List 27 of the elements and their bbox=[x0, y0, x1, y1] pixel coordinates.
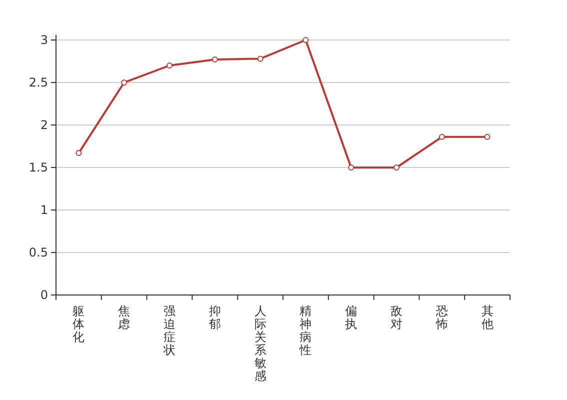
x-tick-label: 恐怖 bbox=[434, 304, 448, 331]
point bbox=[438, 134, 445, 140]
point bbox=[394, 164, 400, 170]
x-tick-label: 躯体化 bbox=[72, 304, 85, 344]
x-tick-label: 其他 bbox=[481, 304, 494, 331]
y-tick-label: 2.5 bbox=[28, 76, 48, 90]
x-tick-label: 精神病性 bbox=[298, 304, 312, 357]
x-tick-label: 偏执 bbox=[345, 304, 358, 331]
point bbox=[212, 56, 218, 63]
y-tick-label: 1.5 bbox=[28, 160, 48, 174]
y-tick-label: 1 bbox=[40, 203, 48, 217]
x-tick-label: 焦虑 bbox=[118, 304, 130, 331]
point bbox=[121, 80, 128, 86]
x-tick-label: 人际关系敏感 bbox=[254, 304, 266, 383]
x-tick-label: 抑郁 bbox=[208, 304, 221, 331]
point bbox=[302, 37, 309, 43]
y-tick-label: 2 bbox=[40, 118, 48, 132]
x-tick-label: 强迫症状 bbox=[162, 304, 176, 357]
x-tick-label: 敌对 bbox=[390, 304, 402, 331]
y-tick-label: 3 bbox=[40, 33, 48, 47]
point bbox=[166, 62, 172, 68]
point bbox=[76, 150, 82, 156]
point bbox=[257, 56, 264, 62]
y-tick-label: 0.5 bbox=[28, 246, 48, 260]
point bbox=[484, 134, 490, 140]
point bbox=[348, 164, 354, 170]
y-tick-label: 0 bbox=[40, 288, 48, 302]
